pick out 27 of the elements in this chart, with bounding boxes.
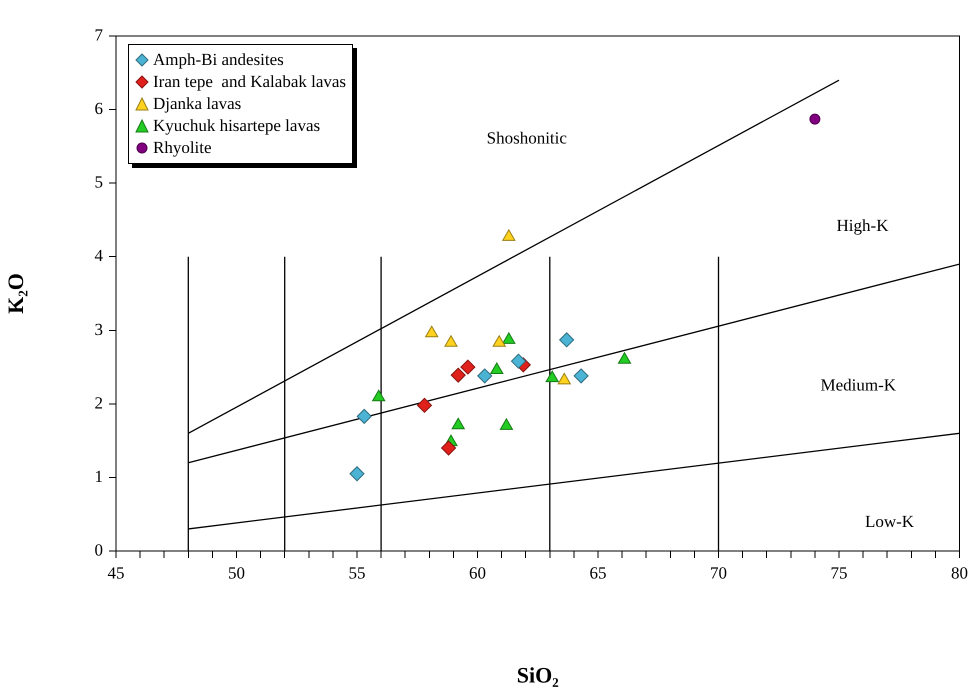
x-tick-label: 80 xyxy=(951,564,968,583)
y-tick-label: 6 xyxy=(94,99,103,118)
y-tick-label: 5 xyxy=(94,172,103,192)
annotation: Low-K xyxy=(864,512,915,532)
legend-label: Amph-Bi andesites xyxy=(153,49,284,71)
x-tick-label: 55 xyxy=(348,564,366,583)
y-tick-label: 7 xyxy=(94,25,104,44)
y-axis-title: K₂O xyxy=(2,273,28,314)
y-tick-label: 2 xyxy=(94,393,103,412)
legend-label: Djanka lavas xyxy=(153,93,242,115)
annotation: High-K xyxy=(836,216,890,236)
y-tick-label: 4 xyxy=(94,246,104,266)
legend-label: Iran tepe and Kalabak lavas xyxy=(153,71,346,93)
legend-label: Kyuchuk hisartepe lavas xyxy=(153,115,320,137)
x-tick-label: 45 xyxy=(108,564,124,583)
x-tick-label: 65 xyxy=(590,564,606,583)
x-tick-label: 70 xyxy=(710,564,727,583)
x-axis-title: SiO₂ xyxy=(516,662,560,688)
x-tick-label: 60 xyxy=(469,564,486,583)
y-tick-label: 0 xyxy=(94,540,103,560)
annotation: Medium-K xyxy=(820,376,897,395)
x-tick-label: 50 xyxy=(228,564,245,583)
annotation: Shoshonitic xyxy=(486,128,568,148)
y-tick-label: 3 xyxy=(94,320,103,339)
y-tick-label: 1 xyxy=(94,466,103,486)
legend-label: Rhyolite xyxy=(153,137,212,159)
x-tick-label: 75 xyxy=(830,564,848,583)
